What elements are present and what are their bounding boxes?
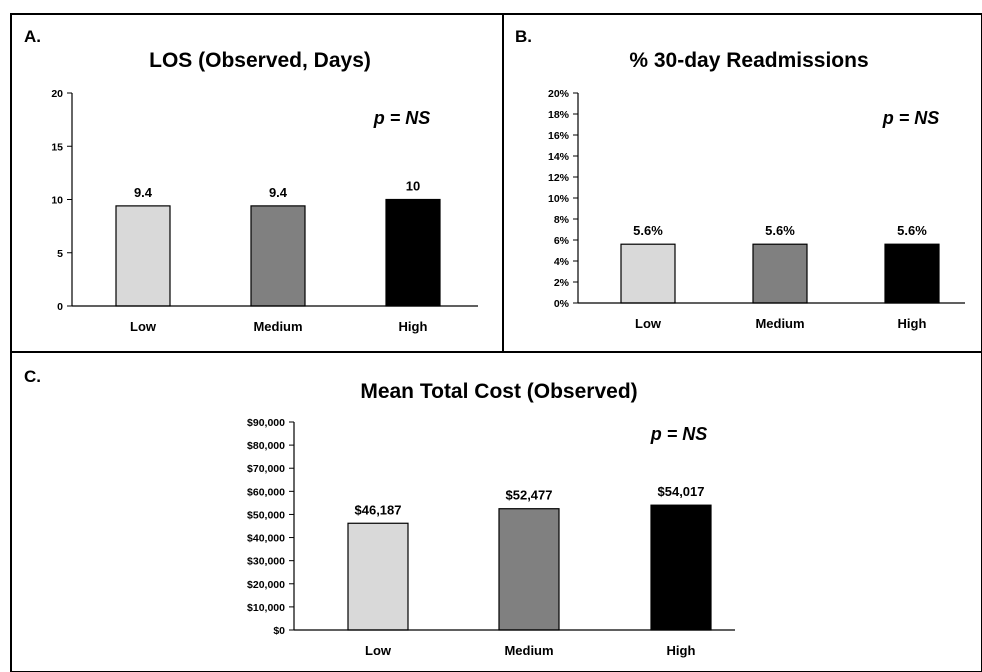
panel-a-y-tick-label: 20 [51, 88, 63, 100]
panel-c-axes [293, 422, 735, 631]
panel-b-bar-low [620, 243, 676, 304]
panel-a-letter: A. [24, 27, 41, 46]
panel-b-y-tick-label: 18% [548, 109, 570, 121]
panel-a-y-tick-label: 0 [57, 301, 63, 313]
panel-a-p-value: p = NS [373, 108, 431, 128]
panel-c-bars [347, 504, 712, 631]
panel-b-bar-high [884, 243, 940, 304]
panel-c-y-tick-label: $20,000 [247, 579, 285, 591]
panel-b-y-tick-label: 20% [548, 88, 570, 100]
panel-b-x-tick-label-high: High [898, 316, 927, 331]
panel-b-data-label-high: 5.6% [897, 223, 927, 238]
panel-c-title: Mean Total Cost (Observed) [360, 380, 637, 403]
panel-a-bar-low [115, 205, 171, 307]
panel-a-data-label-low: 9.4 [134, 185, 153, 200]
panel-c-bar-high [650, 504, 712, 631]
panel-a-y-tick-label: 5 [57, 248, 63, 260]
panel-b-title: % 30-day Readmissions [629, 49, 868, 72]
panel-c-y-tick-label: $0 [273, 625, 285, 637]
panel-b-data-labels: 5.6% 5.6% 5.6% [633, 223, 927, 238]
panel-a-title: LOS (Observed, Days) [149, 49, 371, 72]
panel-b-bars [620, 243, 940, 304]
panel-c-x-tick-label-high: High [667, 643, 696, 658]
panel-a-y-axis-ticks: 0 5 10 15 20 [51, 88, 72, 313]
panel-b-letter: B. [515, 27, 532, 46]
figure-frame [10, 13, 982, 672]
panel-c-y-tick-label: $90,000 [247, 417, 285, 429]
panel-c-y-tick-label: $40,000 [247, 533, 285, 545]
panel-a-los-chart: A. LOS (Observed, Days) p = NS 05101520 … [24, 27, 478, 334]
panel-a-x-tick-label-high: High [399, 319, 428, 334]
panel-b-y-tick-label: 10% [548, 193, 570, 205]
panel-b-y-tick-label: 16% [548, 130, 570, 142]
panel-b-bar-medium [752, 243, 808, 304]
panel-c-y-tick-label: $10,000 [247, 602, 285, 614]
panel-a-axes [71, 93, 478, 307]
panel-a-x-axis-ticks: Low Medium High [130, 319, 427, 334]
panel-b-y-tick-label: 4% [554, 256, 570, 268]
panel-b-y-tick-label: 6% [554, 235, 570, 247]
panel-b-y-tick-label: 14% [548, 151, 570, 163]
panel-c-p-value: p = NS [650, 424, 708, 444]
panel-c-data-labels: $46,187 $52,477 $54,017 [355, 484, 705, 517]
panel-b-y-tick-label: 2% [554, 277, 570, 289]
panel-b-data-label-medium: 5.6% [765, 223, 795, 238]
panel-a-data-label-high: 10 [406, 179, 420, 194]
panel-c-data-label-medium: $52,477 [506, 488, 553, 503]
panel-b-axes [577, 93, 965, 304]
panel-a-x-tick-label-low: Low [130, 319, 157, 334]
panel-b-readmissions-chart: B. % 30-day Readmissions p = NS 0% 2% 4% 6%… [515, 27, 965, 331]
panel-c-x-tick-label-low: Low [365, 643, 392, 658]
panel-c-data-label-low: $46,187 [355, 502, 402, 517]
panel-b-y-axis-ticks: 0% 2% 4% 6% 8% 10% 12% 14% 16% 18% 20% [548, 88, 578, 310]
panel-b-data-label-low: 5.6% [633, 223, 663, 238]
panel-c-bar-low [347, 522, 409, 631]
panel-c-data-label-high: $54,017 [658, 484, 705, 499]
panel-a-data-label-medium: 9.4 [269, 185, 288, 200]
panel-c-x-tick-label-medium: Medium [504, 643, 553, 658]
panel-b-p-value: p = NS [882, 108, 940, 128]
panel-c-x-axis-ticks: Low Medium High [365, 643, 695, 658]
panel-c-letter: C. [24, 367, 41, 386]
panel-b-x-tick-label-low: Low [635, 316, 662, 331]
panel-a-x-tick-label-medium: Medium [253, 319, 302, 334]
panel-a-data-labels: 9.4 9.4 10 [134, 179, 420, 200]
panel-c-y-tick-label: $50,000 [247, 509, 285, 521]
panel-b-x-axis-ticks: Low Medium High [635, 316, 926, 331]
panel-b-x-tick-label-medium: Medium [755, 316, 804, 331]
panel-c-y-tick-label: $60,000 [247, 486, 285, 498]
panel-c-y-tick-label: $80,000 [247, 440, 285, 452]
panel-c-y-tick-label: $30,000 [247, 556, 285, 568]
panel-c-y-axis-ticks: $0 $10,000 $20,000 $30,000 $40,000 $50,000 $60… [247, 417, 294, 637]
panel-b-y-tick-label: 0% [554, 298, 570, 310]
panel-c-cost-chart: C. Mean Total Cost (Observed) p = NS $0$… [24, 367, 735, 658]
panel-a-bar-medium [250, 205, 306, 307]
panel-a-bars [115, 198, 441, 307]
panel-a-y-tick-label: 15 [51, 141, 63, 153]
panel-b-y-tick-label: 12% [548, 172, 570, 184]
panel-a-y-tick-label: 10 [51, 195, 63, 207]
panel-c-bar-medium [498, 508, 560, 631]
panel-b-y-tick-label: 8% [554, 214, 570, 226]
panel-c-y-tick-label: $70,000 [247, 463, 285, 475]
panel-a-bar-high [385, 198, 441, 307]
